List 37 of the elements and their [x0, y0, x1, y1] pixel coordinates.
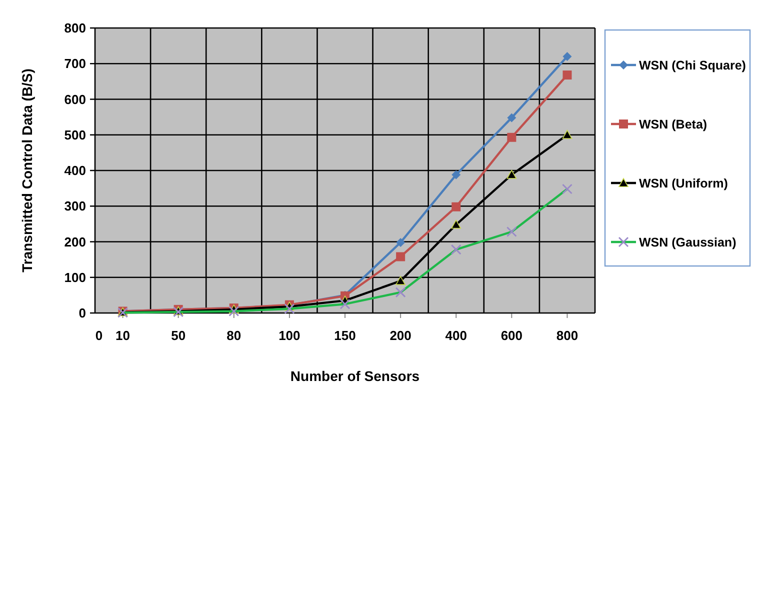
- point: [396, 276, 406, 285]
- text: 0: [95, 328, 103, 343]
- y-tick-label: 500: [64, 127, 86, 142]
- point: [396, 252, 406, 262]
- y-tick-label: 100: [64, 270, 86, 285]
- y-tick-label: 0: [78, 306, 86, 321]
- x-tick-label: 10: [116, 328, 130, 343]
- point: [452, 170, 461, 180]
- point: [396, 238, 406, 247]
- point: [562, 130, 572, 139]
- point: [506, 170, 517, 179]
- legend-label: WSN (Gaussian): [639, 235, 736, 250]
- x-tick-label: 600: [500, 328, 523, 343]
- x-tick-label: 200: [390, 328, 412, 343]
- point: [562, 70, 572, 80]
- y-tick-label: 800: [64, 20, 86, 36]
- x-tick-label: 50: [171, 328, 186, 343]
- legend-label: WSN (Chi Square): [639, 58, 746, 72]
- point: [452, 202, 461, 212]
- x-tick-label: 150: [334, 328, 356, 343]
- y-tick-label: 300: [64, 198, 86, 214]
- y-tick-label: 700: [64, 56, 86, 72]
- legend-label: WSN (Uniform): [639, 176, 728, 190]
- point: [451, 220, 462, 229]
- y-tick-label: 200: [64, 234, 86, 250]
- x-tick-label: 800: [556, 328, 578, 343]
- legend-label: WSN (Beta): [639, 117, 708, 132]
- y-axis-title: Transmitted Control Data (B/S): [19, 68, 35, 272]
- point: [562, 52, 572, 61]
- x-axis-title: Number of Sensors: [290, 368, 420, 384]
- x-tick-label: 80: [226, 328, 242, 343]
- point: [507, 113, 516, 122]
- point: [507, 132, 516, 142]
- x-tick-label: 100: [278, 328, 300, 343]
- y-tick-label: 400: [64, 163, 86, 178]
- y-tick-label: 600: [64, 92, 86, 107]
- x-tick-label: 400: [445, 328, 467, 343]
